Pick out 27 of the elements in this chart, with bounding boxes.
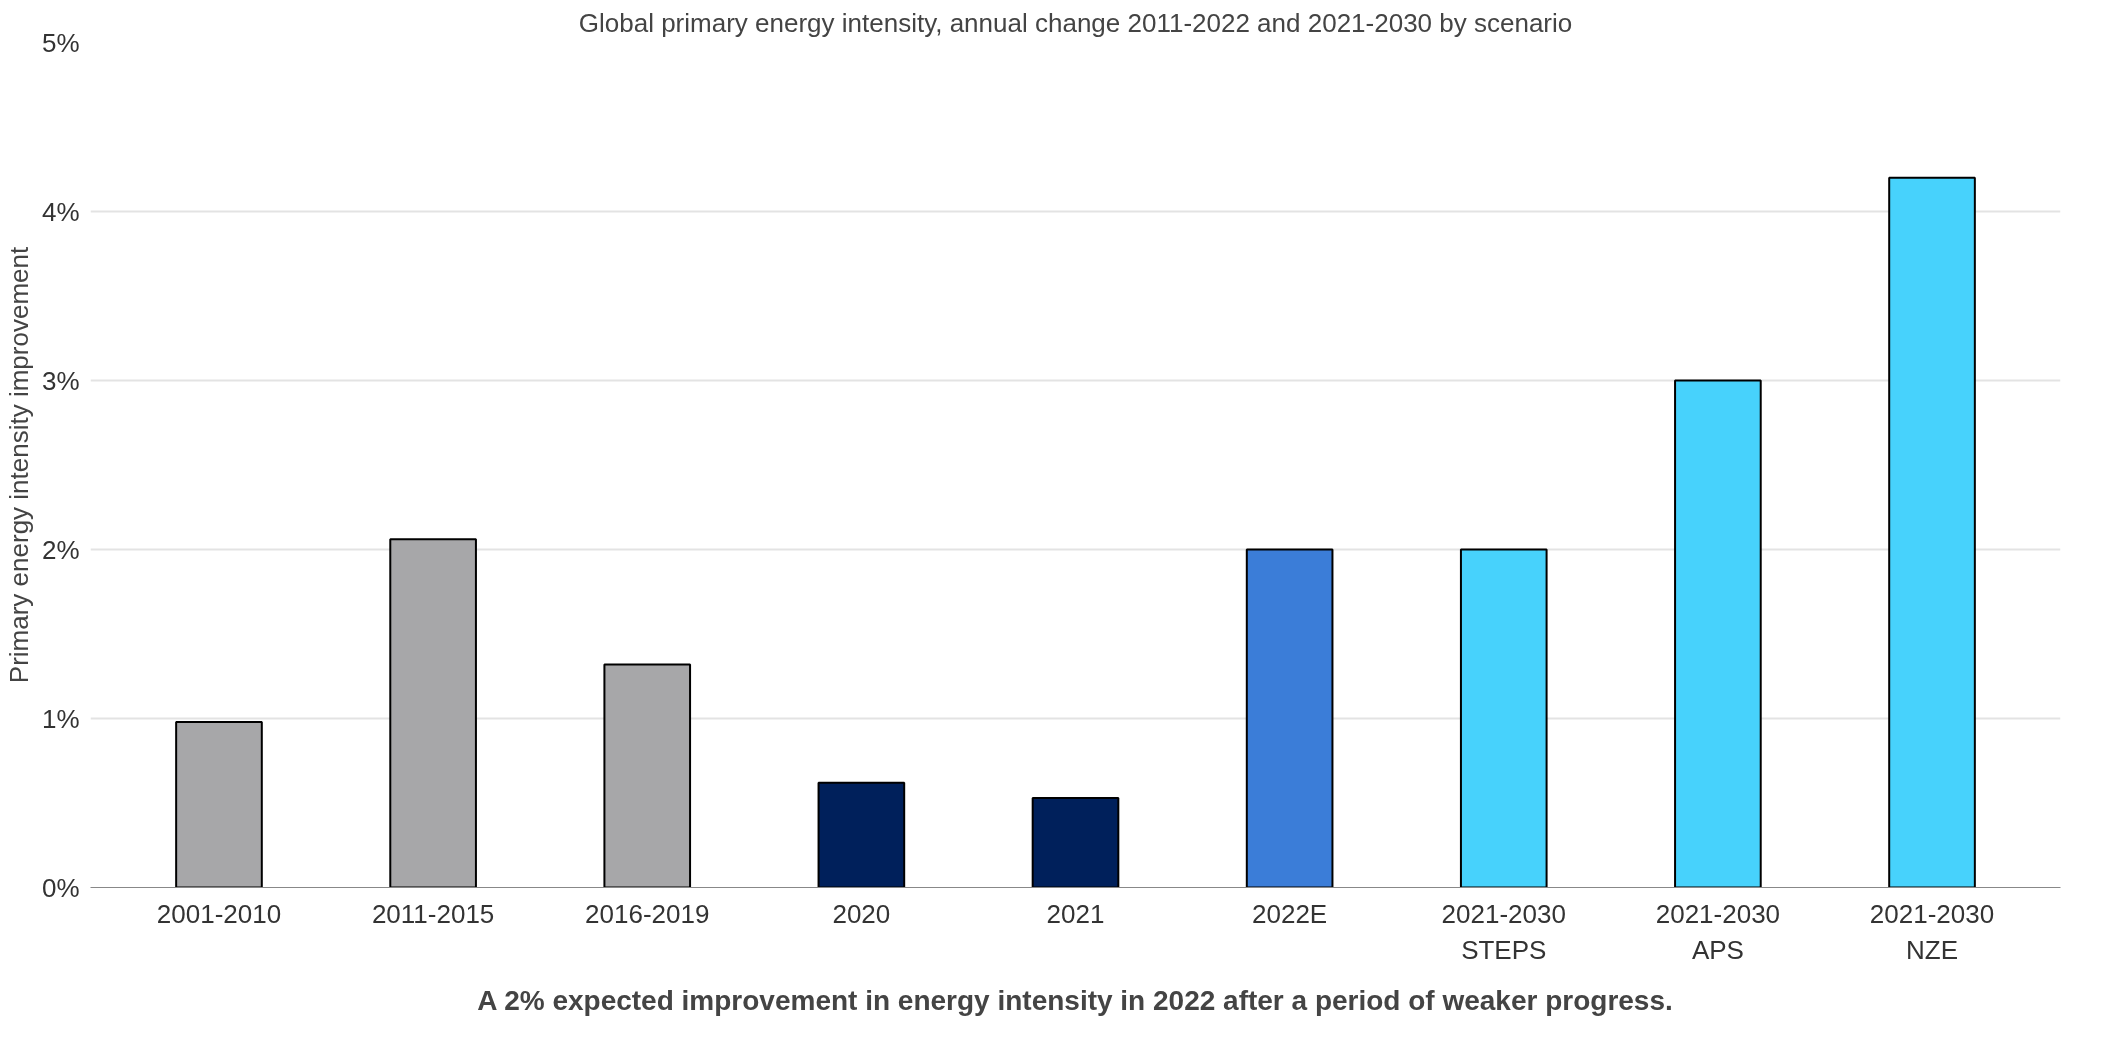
bar xyxy=(389,538,477,888)
y-tick-label: 1% xyxy=(41,703,80,734)
y-tick-label: 2% xyxy=(41,534,80,565)
x-tick-label: 2011-2015 xyxy=(371,898,495,929)
text: A 2% expected improvement in energy intensity in 2022 after a period of weaker progress. xyxy=(477,984,1673,1016)
chart-title: Global primary energy intensity, annual change 2011-2022 and 2021-2030 by scenario xyxy=(578,7,1573,38)
x-tick-label: 2001-2010 xyxy=(156,898,282,929)
x-tick-label: 2021 xyxy=(1046,898,1105,929)
bar xyxy=(1031,796,1120,888)
y-tick-label: 0% xyxy=(41,872,80,903)
bar xyxy=(1245,548,1334,888)
bar xyxy=(817,781,906,888)
bar xyxy=(1674,379,1762,888)
y-axis-title: Primary energy intensity improvement xyxy=(3,246,34,684)
x-tick-label: 2016-2019 xyxy=(585,898,710,929)
y-tick-label: 3% xyxy=(41,365,80,396)
bar xyxy=(603,663,692,888)
x-tick-label: 2022E xyxy=(1252,898,1328,929)
bar xyxy=(175,720,263,888)
x-tick-label: 2021-2030 NZE xyxy=(1869,898,1995,965)
x-tick-label: 2021-2030 STEPS xyxy=(1441,898,1566,965)
y-tick-label: 4% xyxy=(41,196,80,227)
x-tick-label: 2021-2030 APS xyxy=(1655,898,1781,965)
x-tick-label: 2020 xyxy=(832,898,891,929)
bar xyxy=(1459,548,1548,888)
y-tick-label: 5% xyxy=(41,27,80,58)
bar xyxy=(1888,176,1976,888)
